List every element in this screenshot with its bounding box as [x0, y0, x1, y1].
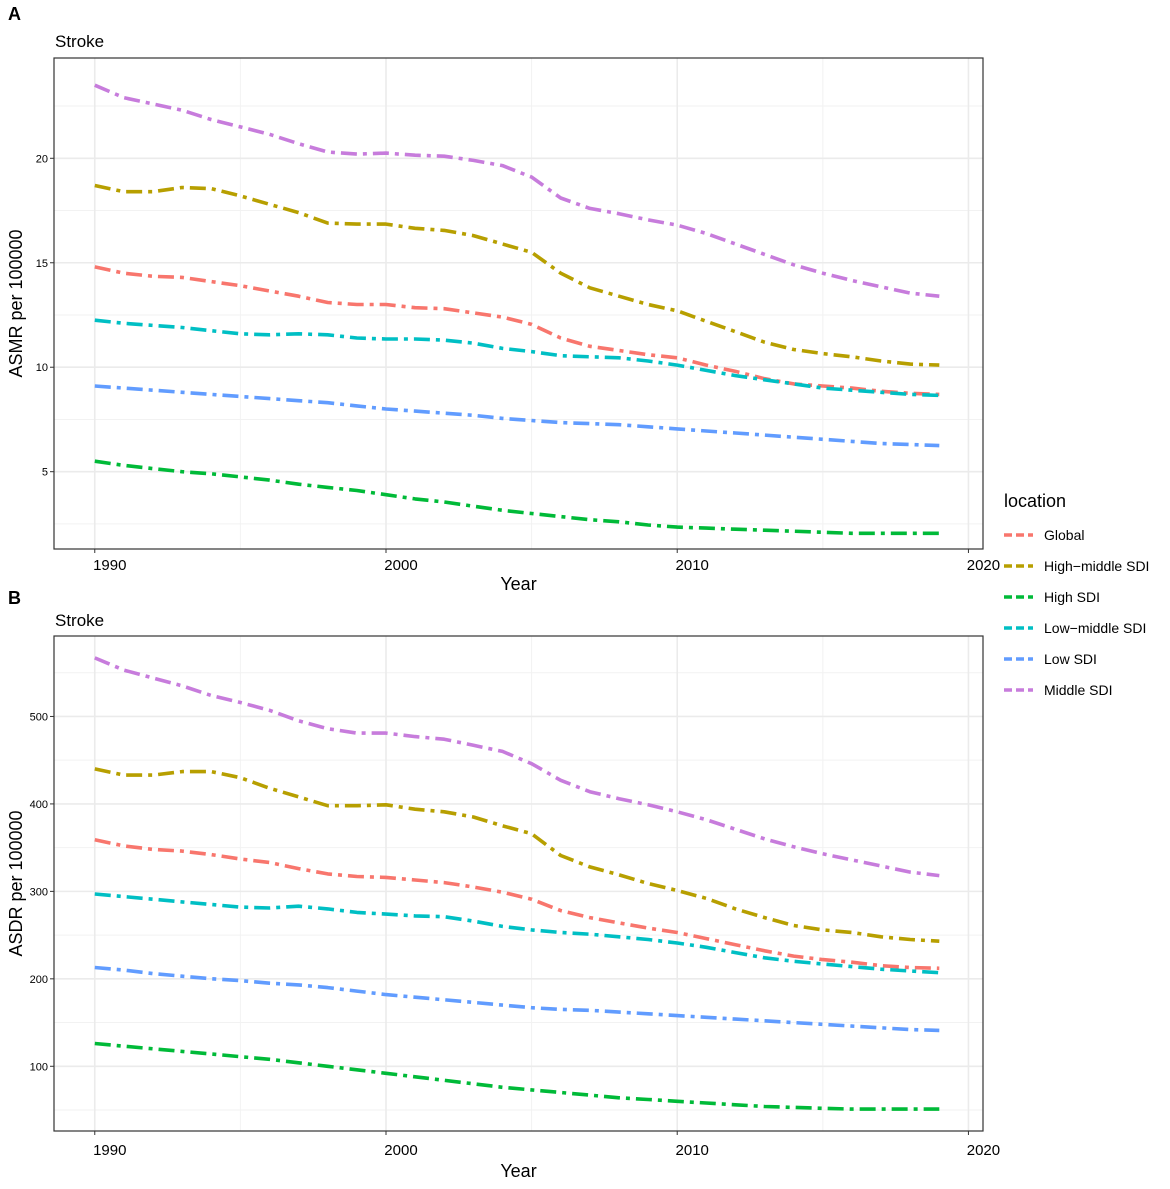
series-line-high-sdi	[94, 1041, 940, 1111]
chart-title: Stroke	[55, 611, 104, 630]
panel-label: B	[8, 588, 21, 608]
legend-entry-label: Low SDI	[1044, 651, 1097, 667]
series-line-high-sdi	[94, 459, 940, 536]
y-tick-label: 15	[36, 258, 48, 270]
y-tick-label: 100	[30, 1061, 48, 1073]
y-axis-title: ASMR per 100000	[6, 229, 26, 377]
x-tick-label: 2000	[384, 1142, 417, 1159]
legend-entry-label: High SDI	[1044, 589, 1100, 605]
legend-entry-label: Middle SDI	[1044, 682, 1112, 698]
x-tick-label: 2020	[967, 1142, 1000, 1159]
x-axis-title: Year	[500, 1161, 536, 1181]
series-line-high-middle-sdi	[94, 183, 940, 367]
series-line-middle-sdi	[94, 83, 940, 298]
y-tick-label: 400	[30, 799, 48, 811]
plot-border	[53, 635, 984, 1132]
series-line-high-middle-sdi	[94, 767, 940, 943]
series-line-low-sdi	[94, 965, 940, 1033]
legend-entry-label: Low−middle SDI	[1044, 620, 1146, 636]
panel-a-chart: A Stroke 1990 2000 2010 2020 5 10 15 20 Year ASMR p…	[6, 4, 1000, 594]
series-line-low-middle-sdi	[94, 318, 940, 398]
legend: location Global High−middle SDI High SDI Low…	[1004, 491, 1149, 698]
legend-entry-label: High−middle SDI	[1044, 558, 1149, 574]
y-tick-label: 300	[30, 886, 48, 898]
x-tick-label: 1990	[93, 1142, 126, 1159]
y-tick-label: 5	[42, 467, 48, 479]
x-axis-title: Year	[500, 574, 536, 594]
y-axis-title: ASDR per 100000	[6, 810, 26, 956]
chart-title: Stroke	[55, 32, 104, 51]
plot-border	[53, 57, 984, 550]
x-tick-label: 2000	[384, 557, 417, 574]
series-line-low-sdi	[94, 384, 940, 448]
x-tick-label: 2020	[967, 557, 1000, 574]
x-tick-label: 1990	[93, 557, 126, 574]
y-tick-label: 20	[36, 153, 48, 165]
legend-entry-label: Global	[1044, 527, 1084, 543]
series-line-low-middle-sdi	[94, 892, 940, 975]
y-tick-label: 200	[30, 974, 48, 986]
series-line-middle-sdi	[94, 656, 940, 878]
y-tick-label: 10	[36, 362, 48, 374]
series-line-global	[94, 838, 940, 971]
series-line-global	[94, 265, 940, 397]
x-tick-label: 2010	[676, 1142, 709, 1159]
panel-label: A	[8, 4, 21, 24]
panel-b-chart: B Stroke 1990 2000 2010 2020 100 200 300 400 500 Ye…	[6, 588, 1000, 1181]
x-tick-label: 2010	[676, 557, 709, 574]
legend-title: location	[1004, 491, 1066, 511]
y-tick-label: 500	[30, 711, 48, 723]
